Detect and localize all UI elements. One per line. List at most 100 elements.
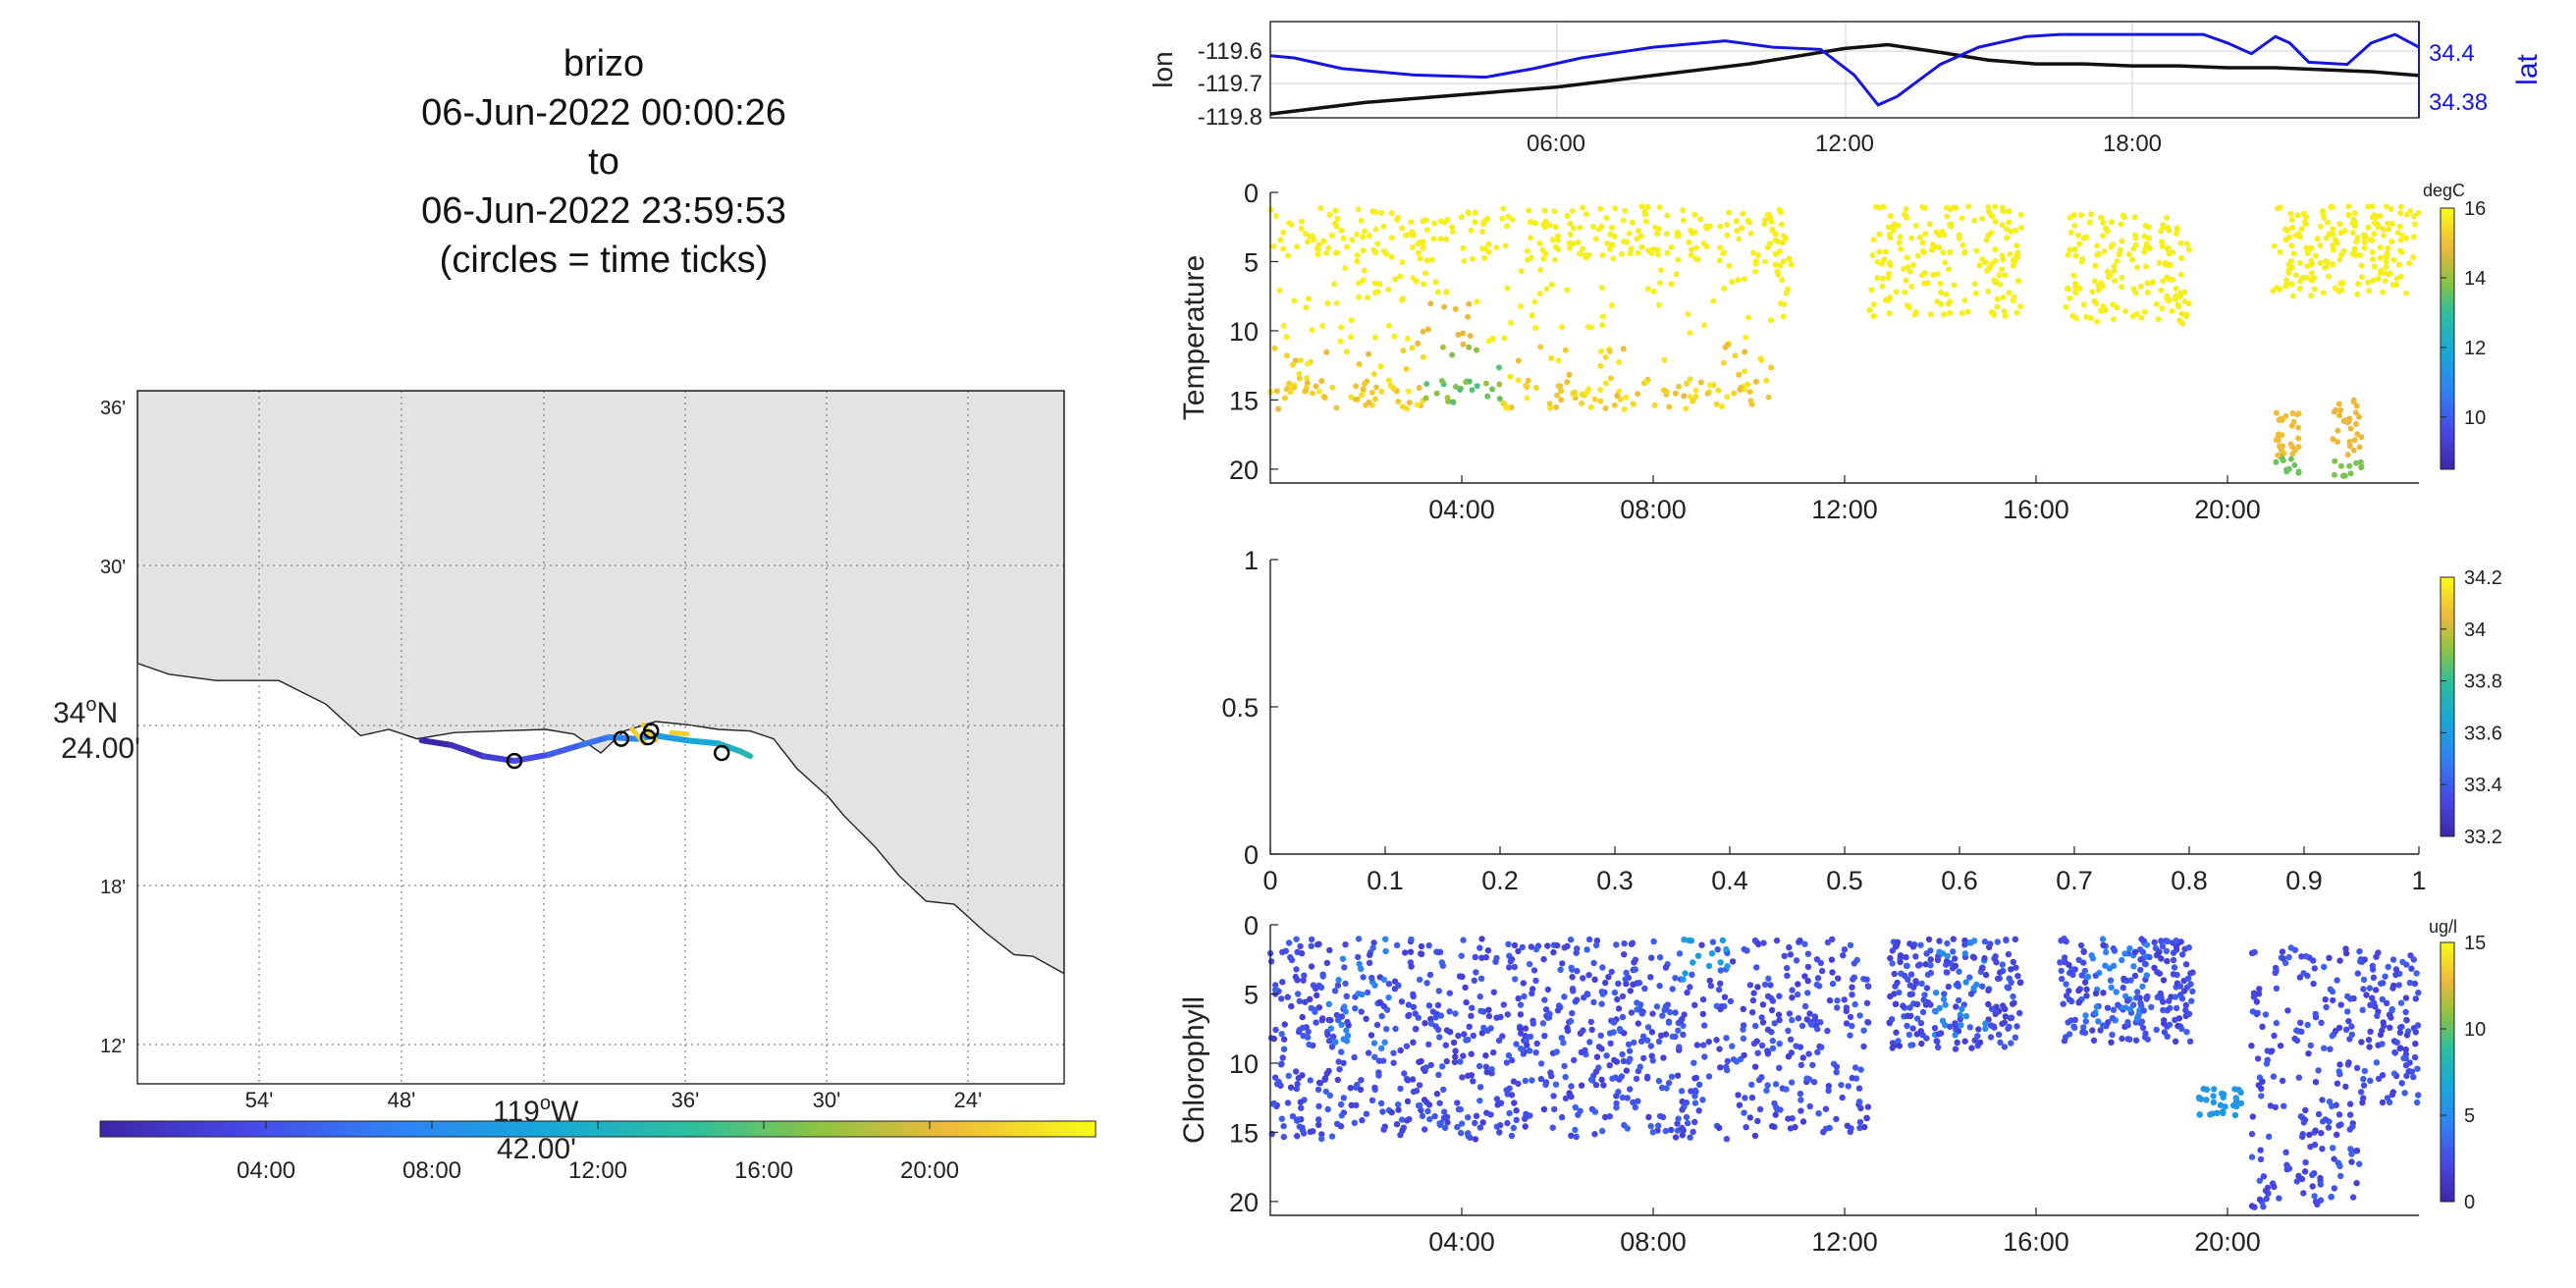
temperature-point	[2178, 255, 2185, 261]
chlorophyll-point	[2003, 937, 2010, 944]
chlorophyll-point	[1587, 1076, 1595, 1084]
temperature-point	[2078, 212, 2084, 219]
temperature-point	[1637, 233, 1644, 240]
chlorophyll-point	[1889, 1040, 1897, 1046]
chlorophyll-point	[1472, 1119, 1478, 1127]
chlorophyll-point	[1695, 1081, 1703, 1089]
temperature-point	[1532, 325, 1539, 331]
temperature-point	[1385, 287, 1392, 293]
temperature-point	[1979, 215, 1986, 222]
chlorophyll-point	[1806, 1102, 1813, 1110]
chlorophyll-point	[2390, 982, 2397, 990]
chlorophyll-point	[2013, 1023, 2020, 1030]
chlorophyll-point	[1717, 959, 1724, 966]
temperature-point	[1540, 255, 1547, 262]
chlorophyll-point	[1613, 1093, 1620, 1100]
temperature-point	[1645, 247, 1652, 254]
chlorophyll-point	[2298, 953, 2305, 960]
chlorophyll-point	[1641, 985, 1648, 993]
chlorophyll-point	[1410, 1088, 1418, 1096]
temperature-point	[2095, 287, 2102, 294]
chlorophyll-point	[2063, 981, 2069, 988]
chlorophyll-point	[1755, 1076, 1763, 1084]
temperature-point	[2089, 289, 2096, 295]
temperature-point	[2347, 425, 2354, 432]
chlorophyll-point	[1368, 1097, 1376, 1104]
chlorophyll-point	[2319, 1146, 2326, 1153]
temperature-point	[2386, 226, 2391, 233]
temperature-point	[1616, 358, 1622, 365]
chlorophyll-point	[1856, 1118, 1864, 1126]
temperature-point	[2330, 246, 2336, 253]
chlorophyll-point	[1380, 1057, 1387, 1064]
chlorophyll-point	[2386, 1011, 2393, 1018]
temperature-point	[2143, 241, 2150, 247]
chlorophyll-point	[2140, 1007, 2147, 1014]
chlorophyll-point	[2066, 988, 2072, 994]
chlorophyll-point	[1923, 985, 1931, 992]
chlorophyll-point	[1544, 986, 1552, 993]
chlorophyll-point	[1799, 1118, 1807, 1125]
temperature-point	[2010, 262, 2016, 269]
temperature-point	[1414, 402, 1421, 408]
chlorophyll-point	[1643, 1073, 1651, 1081]
temperature-point	[2283, 468, 2290, 475]
temperature-point	[1441, 219, 1448, 226]
temperature-point	[2130, 286, 2137, 293]
track-segment	[684, 737, 722, 747]
chlorophyll-point	[2092, 1009, 2099, 1016]
chlorophyll-point	[1655, 1038, 1663, 1046]
temperature-point	[1886, 259, 1893, 266]
chlorophyll-point	[1769, 1045, 1777, 1052]
chlorophyll-point	[2348, 1031, 2355, 1039]
temperature-point	[1938, 289, 1944, 295]
chlorophyll-point	[2328, 1194, 2334, 1201]
time-tick-circle	[506, 752, 523, 770]
chlorophyll-point	[1593, 1053, 1601, 1060]
chlorophyll-point	[1818, 1044, 1825, 1050]
chlorophyll-point	[1847, 1032, 1853, 1039]
chlorophyll-point	[1741, 1051, 1747, 1059]
temperature-point	[1585, 251, 1592, 258]
temperature-point	[2346, 462, 2353, 469]
temperature-point	[2008, 228, 2014, 235]
chlorophyll-point	[2173, 938, 2179, 944]
chlorophyll-point	[1672, 975, 1679, 982]
chlorophyll-point	[2357, 1089, 2365, 1096]
temperature-point	[1353, 231, 1360, 238]
temperature-point	[1930, 272, 1937, 278]
temperature-point	[1610, 255, 1617, 262]
chlorophyll-point	[2066, 961, 2072, 969]
temperature-point	[1399, 259, 1406, 266]
chlorophyll-point	[1333, 1120, 1341, 1128]
temperature-point	[1993, 278, 1999, 285]
chlorophyll-point	[2282, 1149, 2289, 1156]
salinity-cbar-ticklabel: 34.2	[2464, 567, 2502, 589]
chlorophyll-point	[1774, 1105, 1781, 1113]
temperature-point	[1337, 338, 1344, 345]
chlorophyll-point	[1843, 1007, 1851, 1015]
chlorophyll-point	[1828, 956, 1836, 963]
temperature-point	[2156, 259, 2163, 266]
chlorophyll-point	[2237, 1100, 2245, 1107]
chlorophyll-point	[2105, 1019, 2112, 1026]
temperature-point	[1656, 204, 1663, 211]
lat-axis-label: lat	[2511, 53, 2544, 84]
chlorophyll-point	[1665, 1019, 1673, 1026]
chlorophyll-point	[2403, 1032, 2411, 1039]
chlorophyll-point	[1482, 1063, 1490, 1070]
title-line-end: 06-Jun-2022 23:59:53	[421, 190, 786, 232]
temperature-point	[1934, 298, 1941, 305]
chlorophyll-point	[1829, 969, 1836, 976]
chlorophyll-point	[1907, 971, 1915, 978]
chlorophyll-point	[1280, 1133, 1288, 1141]
chlorophyll-point	[1845, 1083, 1852, 1090]
temperature-point	[1994, 295, 2001, 302]
chlorophyll-point	[1856, 1012, 1863, 1019]
chlorophyll-point	[1468, 1012, 1475, 1020]
chlorophyll-point	[2331, 1155, 2337, 1162]
chlorophyll-point	[2363, 992, 2370, 998]
chlorophyll-point	[2137, 966, 2144, 974]
